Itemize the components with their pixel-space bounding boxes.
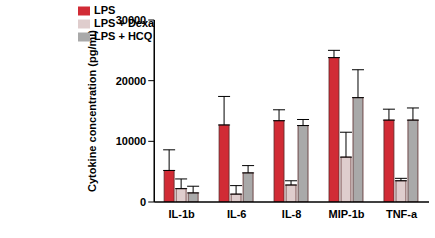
svg-text:IL-1b: IL-1b: [169, 208, 196, 220]
svg-text:TNF-a: TNF-a: [386, 208, 418, 220]
svg-text:0: 0: [140, 196, 146, 208]
svg-text:MIP-1b: MIP-1b: [329, 208, 365, 220]
svg-text:30000: 30000: [116, 14, 147, 26]
svg-text:IL-6: IL-6: [227, 208, 247, 220]
svg-text:20000: 20000: [116, 75, 147, 87]
svg-text:10000: 10000: [116, 135, 147, 147]
svg-text:IL-8: IL-8: [282, 208, 302, 220]
svg-text:Cytokine concentration (pg/ml): Cytokine concentration (pg/ml): [86, 30, 98, 192]
